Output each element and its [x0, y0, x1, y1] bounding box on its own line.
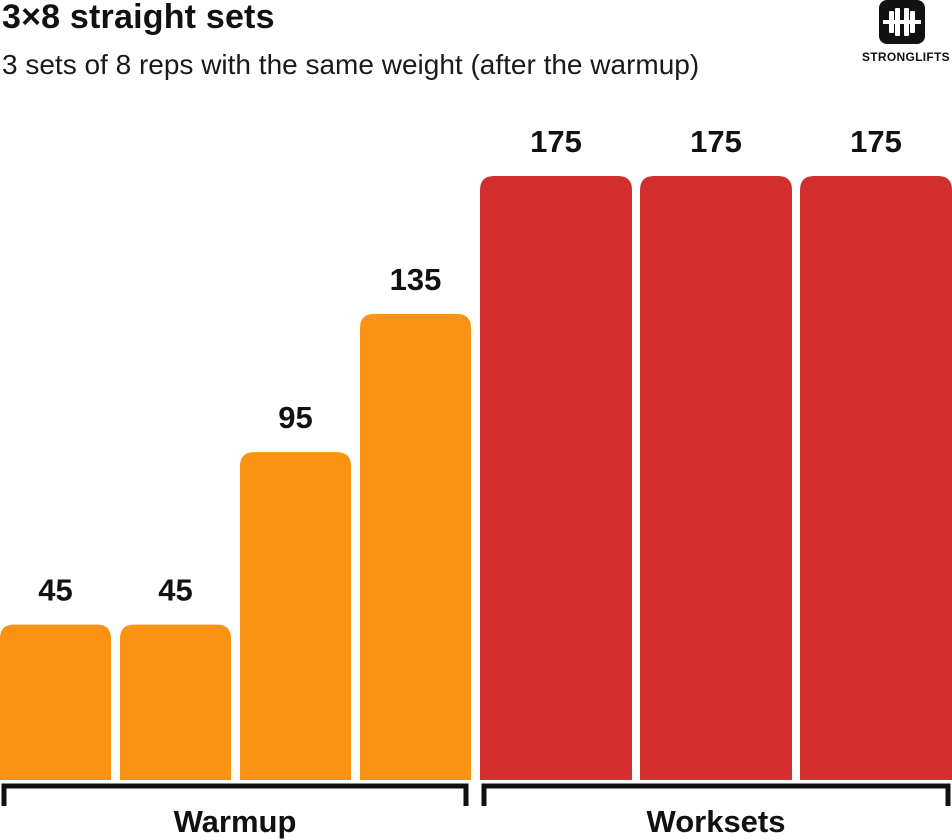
bar-value-label-2: 45	[158, 573, 192, 608]
bar-4	[360, 314, 471, 780]
barbell-icon	[879, 0, 925, 44]
bar-2	[120, 624, 231, 780]
bar-value-label-6: 175	[690, 124, 742, 159]
bar-1	[0, 624, 111, 780]
logo-text: STRONGLIFTS	[862, 50, 950, 64]
bar-7	[800, 176, 952, 780]
bar-6	[640, 176, 792, 780]
bar-5	[480, 176, 632, 780]
stronglifts-logo: STRONGLIFTS	[862, 0, 950, 76]
bar-3	[240, 452, 351, 780]
bar-value-label-1: 45	[38, 573, 72, 608]
warmup-group-label: Warmup	[174, 804, 297, 839]
bar-value-label-5: 175	[530, 124, 582, 159]
worksets-bracket	[481, 783, 951, 806]
warmup-bracket	[1, 783, 469, 806]
chart-subtitle: 3 sets of 8 reps with the same weight (a…	[2, 49, 700, 80]
bar-value-label-7: 175	[850, 124, 902, 159]
worksets-group-label: Worksets	[647, 804, 786, 839]
bar-value-label-4: 135	[390, 262, 442, 297]
bar-value-label-3: 95	[278, 400, 312, 435]
chart-title: 3×8 straight sets	[2, 0, 275, 36]
